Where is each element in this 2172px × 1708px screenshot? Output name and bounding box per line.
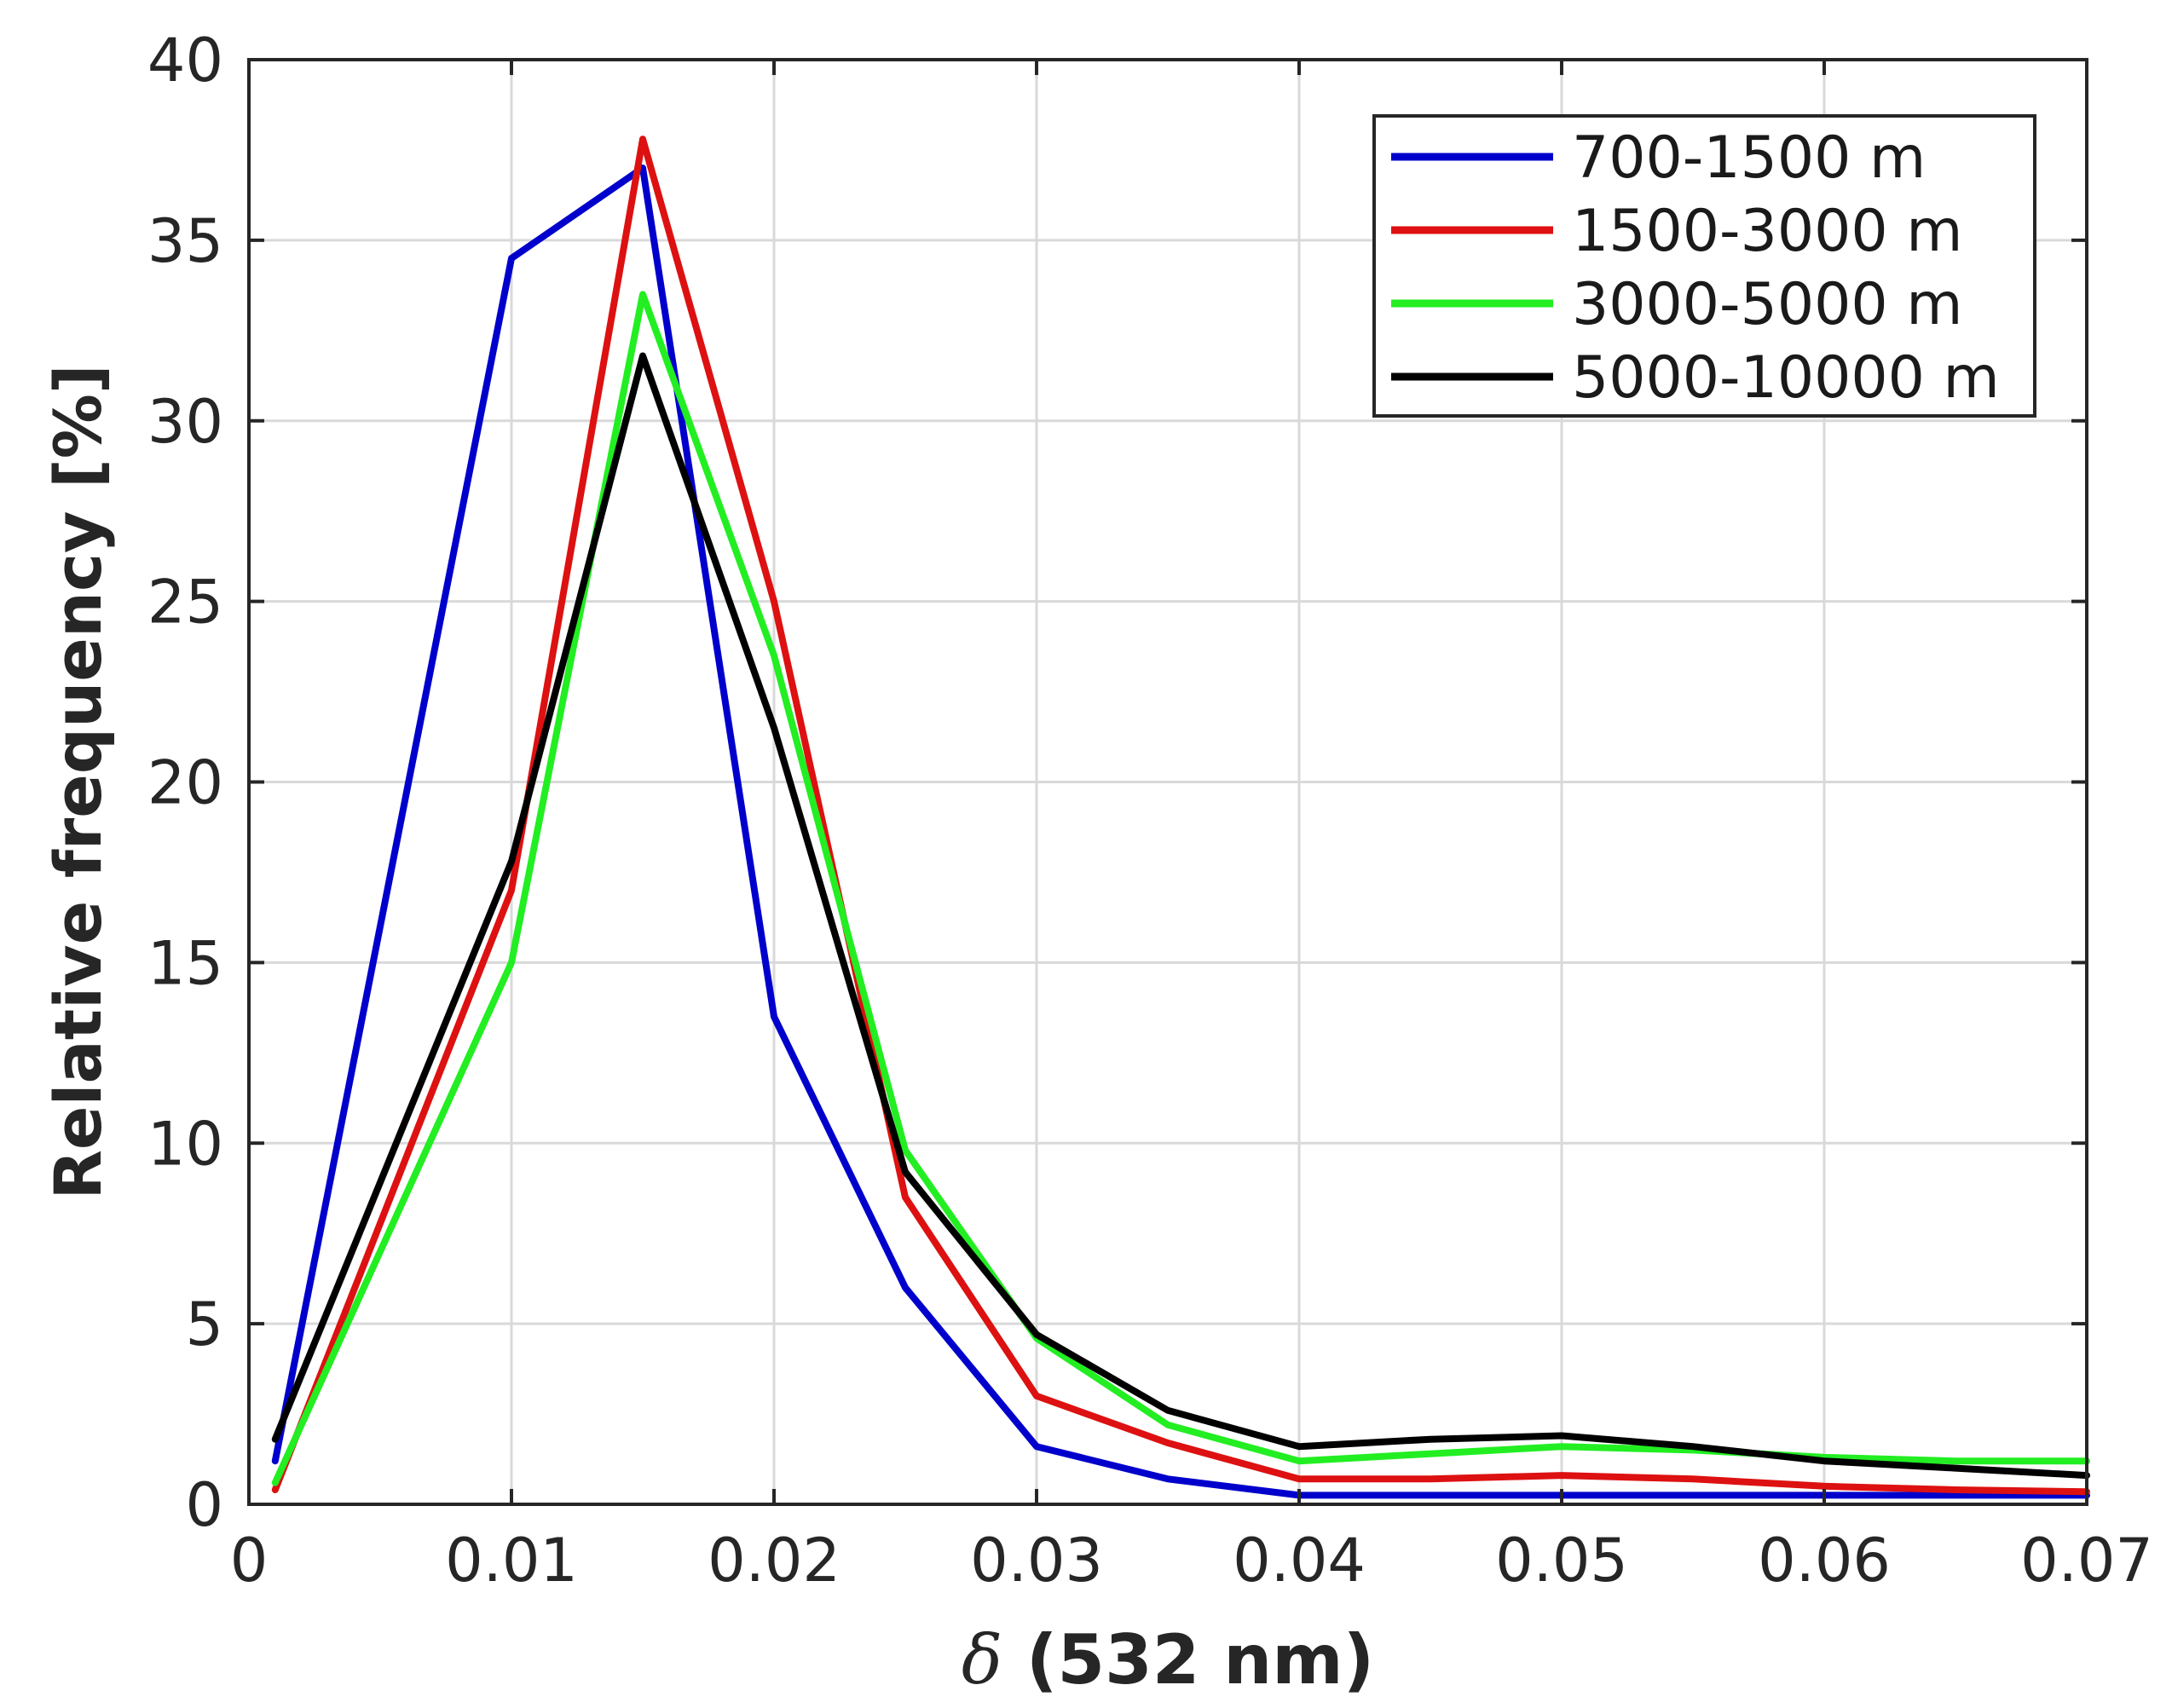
x-tick-label: 0 xyxy=(230,1526,269,1595)
grid xyxy=(249,60,2087,1504)
legend-label: 3000-5000 m xyxy=(1572,271,1963,338)
x-tick-label: 0.02 xyxy=(708,1526,840,1595)
x-tick-label: 0.06 xyxy=(1758,1526,1891,1595)
x-tick-label: 0.01 xyxy=(445,1526,578,1595)
series-line-1500-3000 m xyxy=(271,136,2090,1496)
y-tick-label: 0 xyxy=(185,1470,223,1540)
y-tick-label: 10 xyxy=(147,1109,223,1179)
y-tick-label: 15 xyxy=(147,928,223,998)
x-tick-label: 0.07 xyxy=(2020,1526,2153,1595)
y-tick-label: 30 xyxy=(147,387,223,457)
ticks xyxy=(247,58,2088,1506)
y-tick-label: 25 xyxy=(147,568,223,638)
legend-label: 1500-3000 m xyxy=(1572,198,1963,265)
series-group xyxy=(271,136,2090,1499)
y-tick-label: 35 xyxy=(147,206,223,276)
x-axis-symbol: δ xyxy=(962,1620,1002,1699)
y-tick-label: 40 xyxy=(147,26,223,95)
x-tick-label: 0.03 xyxy=(970,1526,1103,1595)
tick-labels: 0 0.01 0.02 0.03 0.04 0.05 0.06 0.07 0 5 10 15 20 25 3… xyxy=(147,26,2153,1595)
y-tick-label: 5 xyxy=(185,1290,223,1359)
legend-label: 5000-10000 m xyxy=(1572,344,2000,412)
series-line-5000-10000 m xyxy=(271,352,2090,1480)
legend-label: 700-1500 m xyxy=(1572,124,1926,192)
x-axis-unit: (532 nm) xyxy=(1002,1620,1374,1699)
y-axis-label: Relative frequency [%] xyxy=(40,364,116,1199)
x-tick-label: 0.05 xyxy=(1495,1526,1628,1595)
x-axis-label: δ (532 nm) xyxy=(962,1620,1374,1699)
x-tick-label: 0.04 xyxy=(1233,1526,1366,1595)
series-line-700-1500 m xyxy=(271,164,2090,1499)
legend-box xyxy=(1372,114,2036,418)
y-tick-label: 20 xyxy=(147,748,223,818)
